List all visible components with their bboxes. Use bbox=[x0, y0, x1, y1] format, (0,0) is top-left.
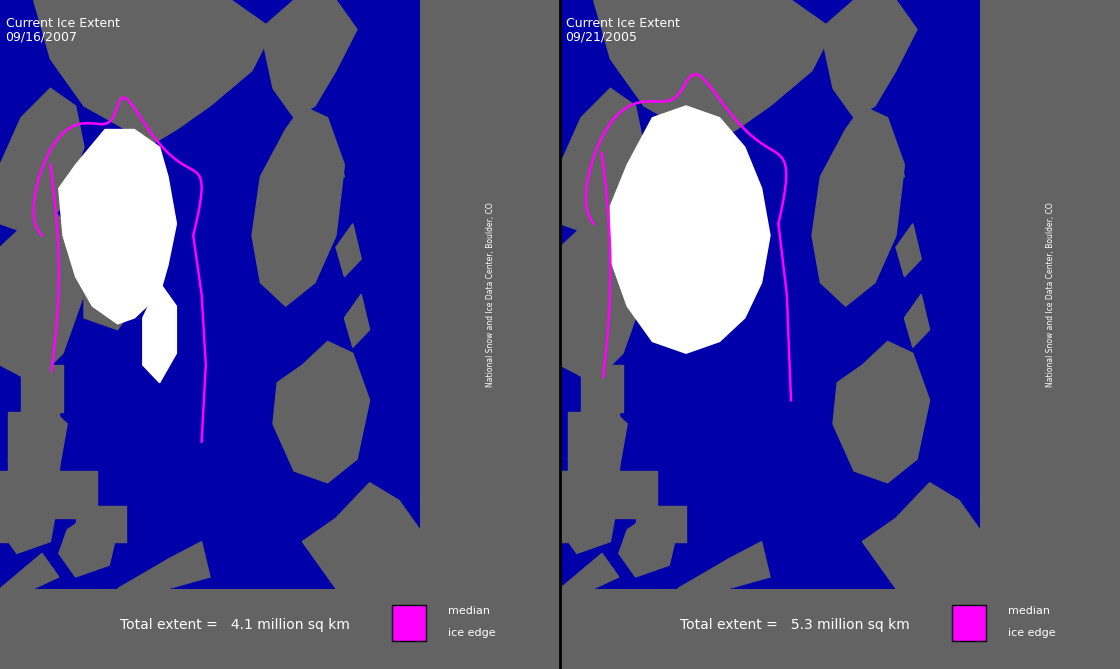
Polygon shape bbox=[581, 365, 623, 412]
Polygon shape bbox=[644, 235, 703, 330]
Polygon shape bbox=[302, 483, 420, 589]
Polygon shape bbox=[568, 400, 627, 483]
Polygon shape bbox=[762, 12, 791, 59]
Polygon shape bbox=[202, 12, 231, 59]
Polygon shape bbox=[0, 553, 59, 589]
Text: 09/21/2005: 09/21/2005 bbox=[566, 30, 637, 43]
Polygon shape bbox=[875, 147, 905, 189]
Polygon shape bbox=[59, 506, 118, 577]
Polygon shape bbox=[560, 206, 644, 383]
Polygon shape bbox=[0, 471, 59, 553]
Polygon shape bbox=[560, 88, 644, 235]
Text: National Snow and Ice Data Center, Boulder, CO: National Snow and Ice Data Center, Bould… bbox=[1045, 202, 1055, 387]
Polygon shape bbox=[560, 471, 618, 553]
Text: ice edge: ice edge bbox=[1008, 628, 1056, 638]
Polygon shape bbox=[34, 0, 273, 147]
Polygon shape bbox=[610, 106, 771, 353]
Polygon shape bbox=[118, 542, 211, 589]
Polygon shape bbox=[896, 223, 921, 277]
Text: Current Ice Extent: Current Ice Extent bbox=[566, 17, 680, 29]
Polygon shape bbox=[678, 542, 771, 589]
Polygon shape bbox=[0, 471, 34, 542]
Polygon shape bbox=[34, 471, 96, 518]
Polygon shape bbox=[0, 88, 84, 235]
Polygon shape bbox=[252, 106, 345, 306]
Text: 09/16/2007: 09/16/2007 bbox=[6, 30, 77, 43]
Polygon shape bbox=[9, 412, 58, 471]
Polygon shape bbox=[833, 341, 930, 483]
Polygon shape bbox=[84, 235, 143, 330]
Polygon shape bbox=[143, 282, 177, 383]
Polygon shape bbox=[905, 294, 930, 347]
Polygon shape bbox=[636, 506, 685, 542]
Polygon shape bbox=[345, 294, 370, 347]
Polygon shape bbox=[75, 506, 125, 542]
FancyBboxPatch shape bbox=[952, 605, 986, 641]
Polygon shape bbox=[862, 483, 980, 589]
FancyBboxPatch shape bbox=[392, 605, 426, 641]
Polygon shape bbox=[260, 0, 357, 118]
Polygon shape bbox=[9, 400, 67, 483]
Polygon shape bbox=[0, 206, 84, 383]
Polygon shape bbox=[315, 147, 345, 189]
Polygon shape bbox=[618, 506, 678, 577]
Polygon shape bbox=[273, 341, 370, 483]
Text: median: median bbox=[1008, 606, 1051, 616]
Polygon shape bbox=[594, 471, 656, 518]
Polygon shape bbox=[812, 106, 905, 306]
Text: Total extent =   5.3 million sq km: Total extent = 5.3 million sq km bbox=[680, 618, 911, 632]
Polygon shape bbox=[820, 0, 917, 118]
Polygon shape bbox=[560, 471, 594, 542]
Text: ice edge: ice edge bbox=[448, 628, 496, 638]
Polygon shape bbox=[560, 553, 618, 589]
Text: Current Ice Extent: Current Ice Extent bbox=[6, 17, 120, 29]
Polygon shape bbox=[21, 365, 63, 412]
Polygon shape bbox=[568, 412, 618, 471]
Polygon shape bbox=[59, 130, 177, 324]
Polygon shape bbox=[336, 223, 361, 277]
Polygon shape bbox=[594, 0, 833, 147]
Text: median: median bbox=[448, 606, 491, 616]
Text: National Snow and Ice Data Center, Boulder, CO: National Snow and Ice Data Center, Bould… bbox=[485, 202, 495, 387]
Text: Total extent =   4.1 million sq km: Total extent = 4.1 million sq km bbox=[120, 618, 351, 632]
